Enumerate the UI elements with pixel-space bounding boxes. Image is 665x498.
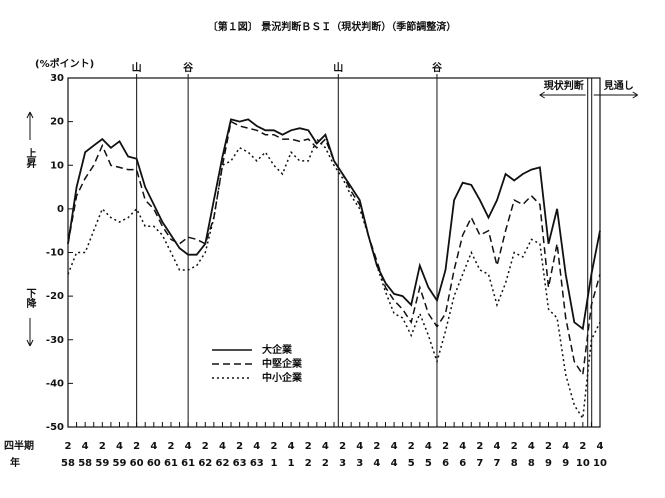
legend-label: 大企業 bbox=[262, 343, 293, 356]
quarter-label: 2 bbox=[511, 441, 518, 452]
quarter-label: 2 bbox=[545, 441, 552, 452]
year-label: 2 bbox=[322, 458, 329, 469]
y-tick-label: -20 bbox=[46, 291, 64, 302]
series-line bbox=[67, 118, 601, 331]
quarter-label: 2 bbox=[99, 441, 106, 452]
quarter-label: 4 bbox=[562, 441, 569, 452]
year-label: 9 bbox=[545, 458, 552, 469]
y-tick-label: -30 bbox=[46, 335, 64, 346]
y-tick-label: 0 bbox=[57, 204, 64, 215]
outlook-label: 見通し bbox=[603, 80, 634, 92]
series-line bbox=[67, 137, 601, 421]
quarter-label: 2 bbox=[305, 441, 312, 452]
legend-label: 中小企業 bbox=[262, 371, 303, 384]
year-label: 10 bbox=[576, 458, 590, 469]
y-tick-label: 20 bbox=[50, 117, 64, 128]
year-label: 61 bbox=[164, 458, 178, 469]
quarter-label: 4 bbox=[253, 441, 260, 452]
quarter-label: 2 bbox=[476, 441, 483, 452]
quarter-label: 2 bbox=[373, 441, 380, 452]
y-tick-label: 30 bbox=[50, 73, 64, 84]
y-axis-label: (%ポイント) bbox=[35, 57, 94, 70]
quarter-label: 4 bbox=[494, 441, 501, 452]
quarter-label: 2 bbox=[133, 441, 140, 452]
year-label: 63 bbox=[250, 458, 264, 469]
year-label: 58 bbox=[78, 458, 92, 469]
current-label: 現状判断 bbox=[544, 79, 584, 92]
year-label: 8 bbox=[511, 458, 518, 469]
quarter-label: 4 bbox=[219, 441, 226, 452]
quarter-label: 4 bbox=[597, 441, 604, 452]
year-row-label: 年 bbox=[10, 456, 20, 469]
quarter-label: 2 bbox=[167, 441, 174, 452]
year-label: 58 bbox=[61, 458, 75, 469]
quarter-row-label: 四半期 bbox=[4, 439, 34, 452]
legend-label: 中堅企業 bbox=[262, 357, 303, 370]
cycle-label: 谷 bbox=[432, 61, 443, 74]
outlook-arrow bbox=[593, 91, 638, 99]
year-label: 59 bbox=[95, 458, 109, 469]
year-label: 7 bbox=[476, 458, 483, 469]
quarter-label: 4 bbox=[322, 441, 329, 452]
year-label: 1 bbox=[288, 458, 295, 469]
quarter-label: 2 bbox=[339, 441, 346, 452]
plot-frame bbox=[67, 77, 601, 428]
year-label: 5 bbox=[425, 458, 432, 469]
year-label: 3 bbox=[356, 458, 363, 469]
chart-title: 〔第１図〕 景況判断ＢＳＩ（現状判断）（季節調整済） bbox=[208, 20, 456, 33]
year-label: 6 bbox=[459, 458, 466, 469]
fall-arrow bbox=[26, 318, 34, 347]
cycle-label: 谷 bbox=[183, 61, 194, 74]
year-label: 4 bbox=[391, 458, 398, 469]
quarter-label: 4 bbox=[288, 441, 295, 452]
quarter-label: 4 bbox=[185, 441, 192, 452]
year-label: 4 bbox=[373, 458, 380, 469]
quarter-label: 4 bbox=[82, 441, 89, 452]
quarter-label: 2 bbox=[408, 441, 415, 452]
quarter-label: 4 bbox=[528, 441, 535, 452]
y-tick-label: -50 bbox=[46, 422, 64, 433]
quarter-label: 4 bbox=[356, 441, 363, 452]
y-tick-label: 10 bbox=[50, 160, 64, 171]
year-label: 9 bbox=[562, 458, 569, 469]
year-label: 60 bbox=[147, 458, 161, 469]
quarter-label: 2 bbox=[442, 441, 449, 452]
quarter-label: 4 bbox=[425, 441, 432, 452]
year-label: 2 bbox=[305, 458, 312, 469]
quarter-label: 4 bbox=[391, 441, 398, 452]
quarter-label: 2 bbox=[65, 441, 72, 452]
year-label: 60 bbox=[130, 458, 144, 469]
y-tick-label: -40 bbox=[46, 378, 64, 389]
year-label: 3 bbox=[339, 458, 346, 469]
quarter-label: 2 bbox=[202, 441, 209, 452]
year-label: 61 bbox=[181, 458, 195, 469]
year-label: 8 bbox=[528, 458, 535, 469]
current-arrow bbox=[539, 91, 586, 99]
quarter-label: 2 bbox=[236, 441, 243, 452]
year-label: 6 bbox=[442, 458, 449, 469]
year-label: 59 bbox=[113, 458, 127, 469]
cycle-label: 山 bbox=[333, 61, 343, 74]
cycle-label: 山 bbox=[132, 61, 142, 74]
quarter-label: 4 bbox=[150, 441, 157, 452]
y-tick-label: -10 bbox=[46, 248, 64, 259]
year-label: 63 bbox=[233, 458, 247, 469]
quarter-label: 2 bbox=[270, 441, 277, 452]
quarter-label: 4 bbox=[459, 441, 466, 452]
year-label: 62 bbox=[215, 458, 229, 469]
quarter-label: 4 bbox=[116, 441, 123, 452]
year-label: 1 bbox=[270, 458, 277, 469]
fall-label: 下降 bbox=[24, 288, 36, 309]
year-label: 5 bbox=[408, 458, 415, 469]
series-line bbox=[67, 120, 601, 377]
year-label: 10 bbox=[593, 458, 607, 469]
quarter-label: 2 bbox=[579, 441, 586, 452]
rise-arrow bbox=[26, 111, 34, 140]
rise-label: 上昇 bbox=[24, 147, 36, 169]
year-label: 62 bbox=[198, 458, 212, 469]
year-label: 7 bbox=[494, 458, 501, 469]
